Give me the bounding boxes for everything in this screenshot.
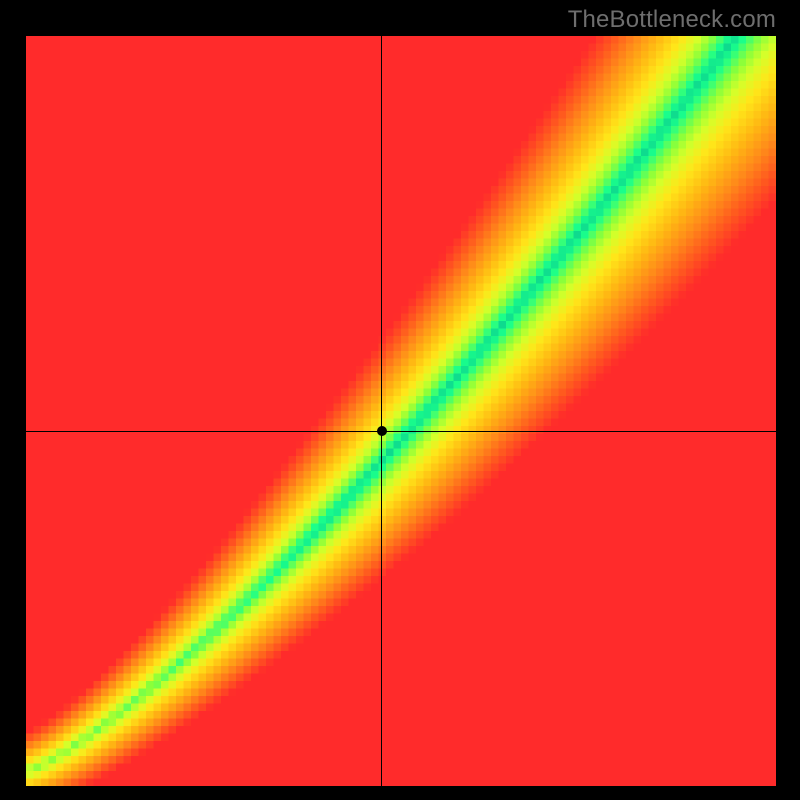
figure-container: TheBottleneck.com	[0, 0, 800, 800]
selection-marker-dot	[377, 426, 387, 436]
watermark-text: TheBottleneck.com	[568, 6, 776, 34]
heatmap-canvas	[26, 36, 776, 786]
crosshair-horizontal-line	[26, 431, 776, 432]
crosshair-vertical-line	[381, 36, 382, 786]
